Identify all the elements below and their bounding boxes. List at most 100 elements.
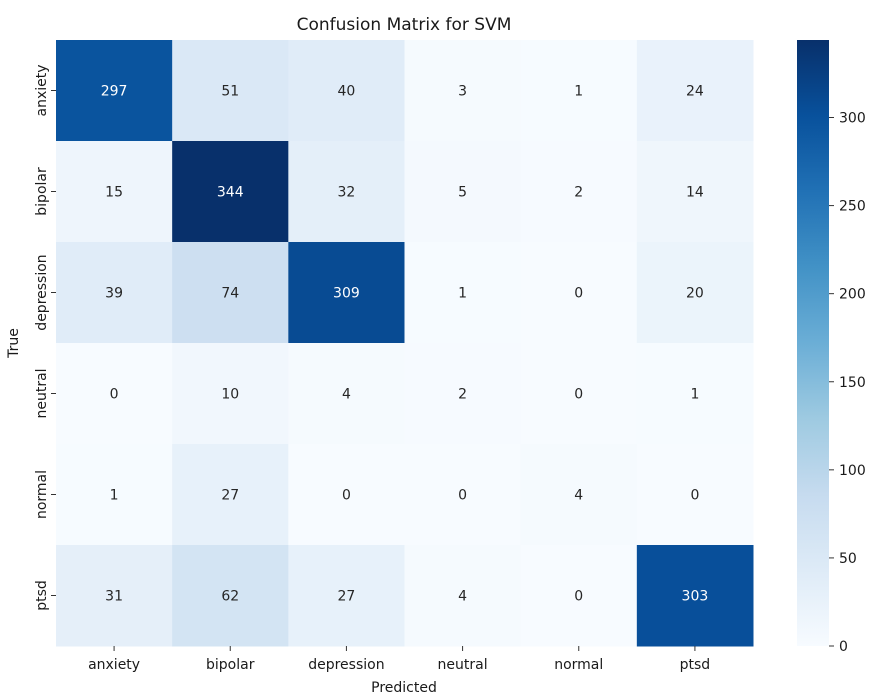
- cell-value-label: 2: [574, 185, 583, 201]
- cell-value-label: 20: [686, 286, 704, 302]
- heatmap-cell: [636, 343, 754, 445]
- heatmap-cell: [520, 343, 638, 445]
- heatmap-cell: [288, 40, 405, 142]
- heatmap-cell: [404, 444, 522, 546]
- colorbar-tick-label: 50: [839, 551, 857, 567]
- heatmap-cell: [172, 545, 289, 647]
- heatmap-cell: [172, 40, 289, 142]
- cell-value-label: 51: [221, 84, 239, 100]
- cell-value-label: 24: [686, 84, 704, 100]
- x-tick-label: ptsd: [680, 657, 711, 673]
- x-tick-label: depression: [308, 657, 384, 673]
- heatmap-cell: [288, 343, 405, 445]
- x-axis-ticks: anxiety bipolar depression neutral normal pts…: [88, 646, 710, 673]
- heatmap-cell: [172, 242, 289, 344]
- cell-value-label: 39: [105, 286, 123, 302]
- cell-value-label: 0: [458, 488, 467, 504]
- cell-value-label: 4: [458, 589, 467, 605]
- y-tick-label: ptsd: [34, 580, 50, 611]
- y-tick-label: depression: [34, 254, 50, 330]
- colorbar-tick-label: 0: [839, 639, 848, 655]
- heatmap-cell: [56, 545, 173, 647]
- heatmap-cell: [172, 343, 289, 445]
- x-tick-label: bipolar: [206, 657, 255, 673]
- cell-value-label: 1: [458, 286, 467, 302]
- colorbar-tick-label: 200: [839, 287, 866, 303]
- colorbar-ticks: 0 50 100 150 200 250 300: [829, 111, 866, 655]
- colorbar-tick-label: 250: [839, 199, 866, 215]
- y-tick-label: bipolar: [34, 167, 50, 216]
- cell-value-label: 344: [217, 185, 244, 201]
- x-tick-label: normal: [554, 657, 603, 673]
- cell-value-label: 0: [110, 387, 119, 403]
- cell-value-label: 1: [574, 84, 583, 100]
- cell-value-label: 0: [574, 286, 583, 302]
- heatmap-cell: [404, 242, 522, 344]
- heatmap-cell: [288, 444, 405, 546]
- heatmap-cell: [288, 242, 405, 344]
- heatmap-cell: [636, 545, 754, 647]
- heatmap-cell: [404, 40, 522, 142]
- cell-value-label: 1: [690, 387, 699, 403]
- heatmap-cell: [636, 444, 754, 546]
- heatmap-cell: [636, 141, 754, 243]
- heatmap-cell: [520, 545, 638, 647]
- cell-value-label: 2: [458, 387, 467, 403]
- cell-value-label: 4: [342, 387, 351, 403]
- cell-value-label: 0: [574, 387, 583, 403]
- heatmap-cell: [520, 242, 638, 344]
- cell-value-label: 4: [574, 488, 583, 504]
- cell-value-label: 3: [458, 84, 467, 100]
- y-tick-label: normal: [34, 470, 50, 519]
- heatmap-cell: [56, 343, 173, 445]
- cell-value-label: 303: [682, 589, 709, 605]
- cell-value-label: 0: [574, 589, 583, 605]
- cell-value-label: 0: [690, 488, 699, 504]
- cell-value-label: 27: [221, 488, 239, 504]
- heatmap-cell: [520, 40, 638, 142]
- cell-value-label: 74: [221, 286, 239, 302]
- heatmap-cell: [288, 545, 405, 647]
- x-tick-label: neutral: [438, 657, 488, 673]
- heatmap-cell: [404, 545, 522, 647]
- cell-value-label: 10: [221, 387, 239, 403]
- heatmap-cell: [636, 242, 754, 344]
- chart-title: Confusion Matrix for SVM: [297, 15, 512, 35]
- heatmap-cell: [520, 141, 638, 243]
- cell-value-label: 62: [221, 589, 239, 605]
- heatmap-cell: [636, 40, 754, 142]
- heatmap-cell: [56, 242, 173, 344]
- cell-value-label: 297: [101, 84, 128, 100]
- cell-value-label: 0: [342, 488, 351, 504]
- heatmap-cell: [288, 141, 405, 243]
- heatmap-cell: [172, 444, 289, 546]
- cell-value-label: 309: [333, 286, 360, 302]
- heatmap-cell: [404, 343, 522, 445]
- colorbar-tick-label: 150: [839, 375, 866, 391]
- heatmap-cell: [56, 141, 173, 243]
- colorbar-tick-label: 300: [839, 111, 866, 127]
- cell-value-label: 14: [686, 185, 704, 201]
- cell-value-label: 31: [105, 589, 123, 605]
- heatmap-cell: [520, 444, 638, 546]
- heatmap-cell: [404, 141, 522, 243]
- colorbar: [797, 40, 829, 646]
- y-tick-label: anxiety: [34, 64, 50, 116]
- x-axis-label: Predicted: [371, 680, 437, 696]
- heatmap-cell: [56, 444, 173, 546]
- cell-value-label: 5: [458, 185, 467, 201]
- cell-value-label: 1: [110, 488, 119, 504]
- heatmap-cell: [172, 141, 289, 243]
- x-tick-label: anxiety: [88, 657, 140, 673]
- cell-value-label: 15: [105, 185, 123, 201]
- y-tick-label: neutral: [34, 368, 50, 418]
- cell-value-label: 27: [338, 589, 356, 605]
- y-axis-ticks: anxiety bipolar depression neutral normal pts…: [34, 64, 56, 611]
- colorbar-tick-label: 100: [839, 463, 866, 479]
- y-axis-label: True: [6, 328, 22, 359]
- heatmap-cell: [56, 40, 173, 142]
- cell-value-label: 32: [338, 185, 356, 201]
- cell-value-label: 40: [338, 84, 356, 100]
